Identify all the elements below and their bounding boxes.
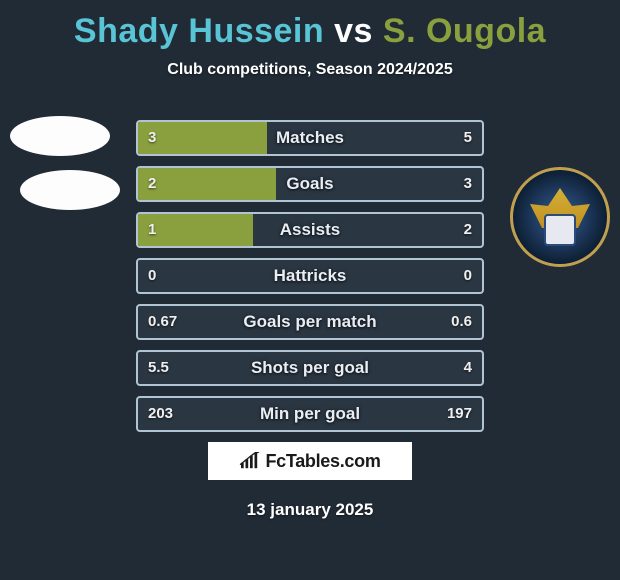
stat-row: 12Assists	[136, 212, 484, 248]
stat-value-right: 4	[464, 352, 472, 384]
comparison-title: Shady Hussein vs S. Ougola	[0, 0, 620, 51]
player2-name: S. Ougola	[383, 12, 546, 50]
stat-value-left: 5.5	[148, 352, 169, 384]
player1-club-logo-placeholder-1	[10, 116, 110, 156]
stat-row: 0.67 0.6Goals per match	[136, 304, 484, 340]
stat-value-right: 5	[464, 122, 472, 154]
stat-row: 203 197Min per goal	[136, 396, 484, 432]
stat-value-left: 0	[148, 260, 156, 292]
stat-value-right: 0	[464, 260, 472, 292]
fctables-chart-icon	[239, 452, 261, 470]
stat-fill-left	[138, 214, 253, 246]
stat-value-right: 2	[464, 214, 472, 246]
player2-club-logo	[510, 167, 610, 267]
stat-row: 0 0Hattricks	[136, 258, 484, 294]
subtitle: Club competitions, Season 2024/2025	[0, 61, 620, 79]
stat-row: 35Matches	[136, 120, 484, 156]
player1-club-logo-placeholder-2	[20, 170, 120, 210]
stat-fill-left	[138, 168, 276, 200]
fctables-logo-text: FcTables.com	[265, 451, 380, 472]
stat-value-right: 197	[447, 398, 472, 430]
stat-row: 5.5 4Shots per goal	[136, 350, 484, 386]
fctables-logo: FcTables.com	[208, 442, 412, 480]
stat-label: Min per goal	[138, 398, 482, 430]
stat-label: Shots per goal	[138, 352, 482, 384]
stat-value-left: 0.67	[148, 306, 177, 338]
vs-text: vs	[334, 12, 373, 50]
stat-label: Hattricks	[138, 260, 482, 292]
stat-fill-left	[138, 122, 267, 154]
player1-name: Shady Hussein	[74, 12, 324, 50]
stat-value-left: 203	[148, 398, 173, 430]
stat-value-right: 3	[464, 168, 472, 200]
stat-value-right: 0.6	[451, 306, 472, 338]
stat-row: 23Goals	[136, 166, 484, 202]
stat-label: Goals per match	[138, 306, 482, 338]
generated-date: 13 january 2025	[0, 500, 620, 520]
stat-bars-container: 35Matches 23Goals 12Assists 0 0Hattricks 0.67…	[136, 120, 484, 442]
